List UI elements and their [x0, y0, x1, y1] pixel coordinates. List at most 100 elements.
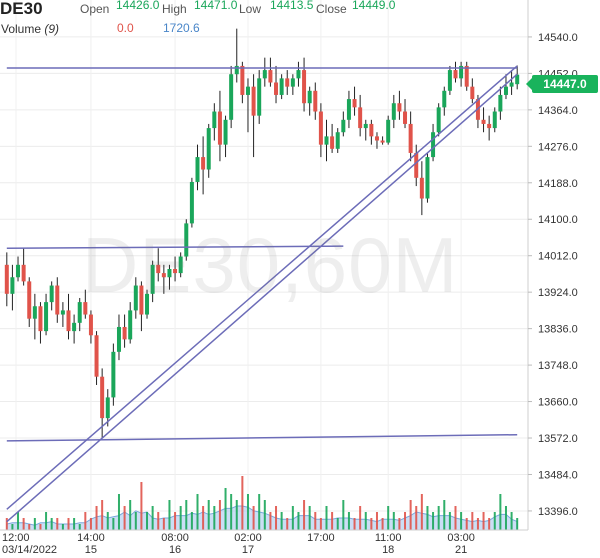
volume-bar [168, 500, 171, 530]
candle-body [436, 107, 441, 133]
candle-body [100, 376, 105, 419]
volume-bar [140, 482, 143, 530]
candle-body [257, 78, 262, 116]
y-tick-label: 13572.0 [538, 433, 578, 445]
volume-bar [202, 506, 205, 530]
candle-body [55, 285, 60, 315]
candle-body [133, 285, 138, 311]
volume-bar [179, 506, 182, 530]
volume-bar [432, 512, 435, 530]
volume-bar [387, 506, 390, 530]
volume-bar [22, 518, 25, 530]
candle-body [391, 103, 396, 120]
y-tick-label: 13660.0 [538, 397, 578, 409]
x-date-label: 18 [382, 544, 394, 556]
candle-body [66, 310, 71, 332]
volume-bar [5, 518, 8, 530]
volume-bar [246, 494, 249, 530]
volume-bar [499, 494, 502, 530]
candle-body [161, 273, 166, 278]
candle-body [94, 335, 99, 377]
volume-bar [448, 512, 451, 530]
candlestick-series [4, 28, 520, 439]
candle-body [77, 302, 82, 323]
volume-bar [488, 518, 491, 530]
volume-bar [375, 512, 378, 530]
volume-bar [476, 518, 479, 530]
close-value: 14449.0 [352, 0, 396, 12]
candle-body [414, 152, 419, 178]
volume-bar [157, 512, 160, 530]
volume-bar [319, 518, 322, 530]
volume-bar [151, 506, 154, 530]
volume-value-2: 1720.6 [163, 21, 200, 35]
candle-body [88, 314, 93, 336]
volume-bar [134, 512, 137, 530]
high-label: High [162, 2, 187, 16]
volume-bar [269, 512, 272, 530]
candle-body [122, 326, 127, 340]
candle-body [223, 119, 228, 145]
x-tick-label: 12:00 [2, 532, 30, 544]
volume-bar [162, 518, 165, 530]
candle-body [156, 264, 161, 274]
candle-body [178, 256, 183, 274]
candle-body [38, 306, 43, 332]
candle-body [515, 74, 520, 85]
y-tick-label: 14012.0 [538, 251, 578, 263]
candle-body [470, 86, 475, 100]
low-value: 14413.5 [270, 0, 314, 12]
candle-body [431, 132, 436, 158]
x-tick-label: 03:00 [447, 532, 475, 544]
volume-label: Volume (9) [1, 22, 60, 36]
volume-bar [218, 500, 221, 530]
x-tick-label: 14:00 [77, 532, 105, 544]
candle-body [83, 302, 88, 315]
candle-body [442, 90, 447, 108]
volume-bar [303, 500, 306, 530]
volume-bar [516, 518, 519, 530]
candle-body [184, 223, 189, 257]
volume-area [6, 505, 518, 531]
y-tick-label: 13748.0 [538, 360, 578, 372]
candle-body [60, 310, 65, 315]
volume-bar [146, 512, 149, 530]
candle-body [150, 264, 155, 294]
candle-body [195, 157, 200, 182]
trendline [6, 73, 518, 523]
volume-bar [409, 500, 412, 530]
volume-bar [420, 494, 423, 530]
candle-body [408, 123, 413, 153]
candle-body [509, 82, 514, 87]
candle-body [234, 65, 239, 75]
open-label: Open [80, 2, 110, 16]
candle-body [139, 285, 144, 315]
volume-bar [359, 506, 362, 530]
volume-bar [325, 506, 328, 530]
candle-body [380, 140, 385, 143]
volume-bar [33, 518, 36, 530]
volume-bar [45, 512, 48, 530]
y-tick-label: 14100.0 [538, 214, 578, 226]
candle-body [453, 70, 458, 79]
candle-body [425, 157, 430, 199]
y-tick-label: 14276.0 [538, 141, 578, 153]
x-tick-label: 02:00 [234, 532, 262, 544]
volume-bar [56, 518, 59, 530]
volume-bar [471, 512, 474, 530]
volume-bar [392, 512, 395, 530]
candle-body [21, 264, 26, 282]
x-date-label: 03/14/2022 [2, 544, 57, 556]
volume-bar [224, 488, 227, 530]
candle-body [240, 65, 245, 95]
candle-body [72, 322, 77, 332]
candle-body [447, 70, 452, 91]
volume-bar [11, 524, 14, 530]
candle-body [44, 302, 49, 332]
candle-body [386, 119, 391, 143]
volume-bar [252, 506, 255, 530]
volume-bar [67, 518, 70, 530]
candle-body [212, 111, 217, 129]
